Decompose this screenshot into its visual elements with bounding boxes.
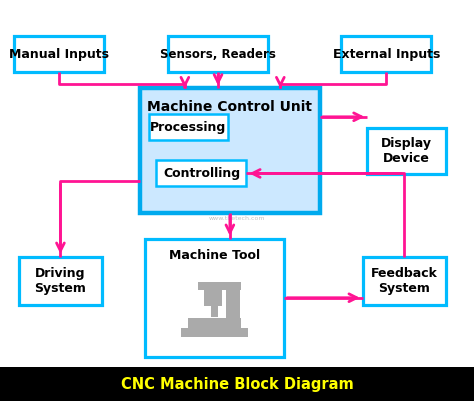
Text: Sensors, Readers: Sensors, Readers	[160, 48, 276, 61]
FancyBboxPatch shape	[19, 257, 102, 305]
FancyBboxPatch shape	[367, 128, 446, 174]
FancyBboxPatch shape	[210, 306, 218, 317]
Text: CNC Machine Block Diagram: CNC Machine Block Diagram	[120, 377, 354, 392]
Text: Display
Device: Display Device	[381, 138, 432, 165]
Text: Manual Inputs: Manual Inputs	[9, 48, 109, 61]
FancyBboxPatch shape	[149, 114, 228, 140]
FancyBboxPatch shape	[145, 239, 284, 357]
FancyBboxPatch shape	[227, 286, 240, 328]
Text: Controlling: Controlling	[163, 167, 240, 180]
Text: Machine Control Unit: Machine Control Unit	[147, 100, 312, 114]
FancyBboxPatch shape	[0, 367, 474, 401]
Text: Feedback
System: Feedback System	[371, 267, 438, 295]
FancyBboxPatch shape	[198, 282, 240, 290]
FancyBboxPatch shape	[363, 257, 446, 305]
Text: External Inputs: External Inputs	[333, 48, 440, 61]
FancyBboxPatch shape	[168, 36, 268, 72]
FancyBboxPatch shape	[189, 318, 241, 328]
FancyBboxPatch shape	[140, 88, 320, 213]
FancyBboxPatch shape	[341, 36, 431, 72]
Text: Processing: Processing	[150, 121, 227, 134]
FancyBboxPatch shape	[14, 36, 104, 72]
Text: www.thetech.com: www.thetech.com	[209, 216, 265, 221]
FancyBboxPatch shape	[204, 290, 222, 306]
FancyBboxPatch shape	[181, 328, 247, 337]
Text: Driving
System: Driving System	[35, 267, 86, 295]
Text: Machine Tool: Machine Tool	[169, 249, 260, 261]
FancyBboxPatch shape	[156, 160, 246, 186]
